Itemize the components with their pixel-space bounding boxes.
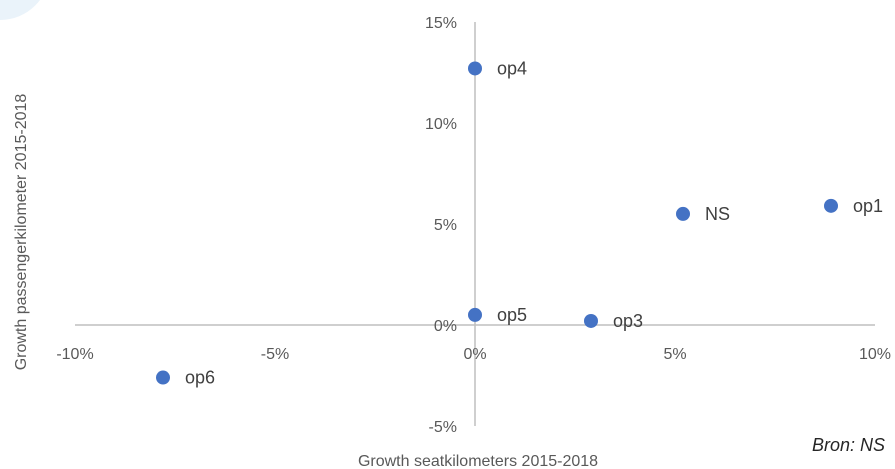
data-point-op5 bbox=[468, 307, 482, 322]
data-point-label: op4 bbox=[497, 58, 527, 78]
data-point-op3 bbox=[584, 313, 598, 328]
data-point-label: op6 bbox=[185, 368, 215, 388]
data-point-label: NS bbox=[705, 204, 730, 224]
x-tick-label: 10% bbox=[859, 346, 891, 363]
data-point-label: op3 bbox=[613, 311, 643, 331]
data-point-ns bbox=[676, 206, 690, 221]
y-tick-label: 15% bbox=[425, 15, 457, 32]
x-axis-title: Growth seatkilometers 2015-2018 bbox=[358, 453, 598, 469]
axes bbox=[75, 22, 875, 426]
data-point-op4 bbox=[468, 61, 482, 76]
x-tick-label: 5% bbox=[663, 346, 686, 363]
y-tick-label: 5% bbox=[434, 217, 457, 234]
y-tick-label: 10% bbox=[425, 116, 457, 133]
y-tick-label: 0% bbox=[434, 318, 457, 335]
x-tick-label: -10% bbox=[56, 346, 93, 363]
x-tick-label: -5% bbox=[261, 346, 289, 363]
data-point-op1 bbox=[824, 198, 838, 213]
source-note: Bron: NS bbox=[812, 435, 885, 455]
data-point-label: op5 bbox=[497, 305, 527, 325]
data-point-op6 bbox=[156, 370, 170, 385]
y-tick-label: -5% bbox=[429, 419, 457, 436]
y-tick-labels: -5% 0% 5% 10% 15% bbox=[425, 15, 457, 436]
y-axis-title: Growth passengerkilometer 2015-2018 bbox=[13, 94, 30, 371]
x-tick-label: 0% bbox=[463, 346, 486, 363]
data-point-label: op1 bbox=[853, 196, 883, 216]
x-tick-labels: -10% -5% 0% 5% 10% bbox=[56, 346, 891, 363]
data-point-labels: op4 NS op1 op5 op3 op6 bbox=[185, 58, 883, 387]
decorative-corner-arc bbox=[0, 0, 40, 20]
data-points bbox=[156, 61, 838, 385]
